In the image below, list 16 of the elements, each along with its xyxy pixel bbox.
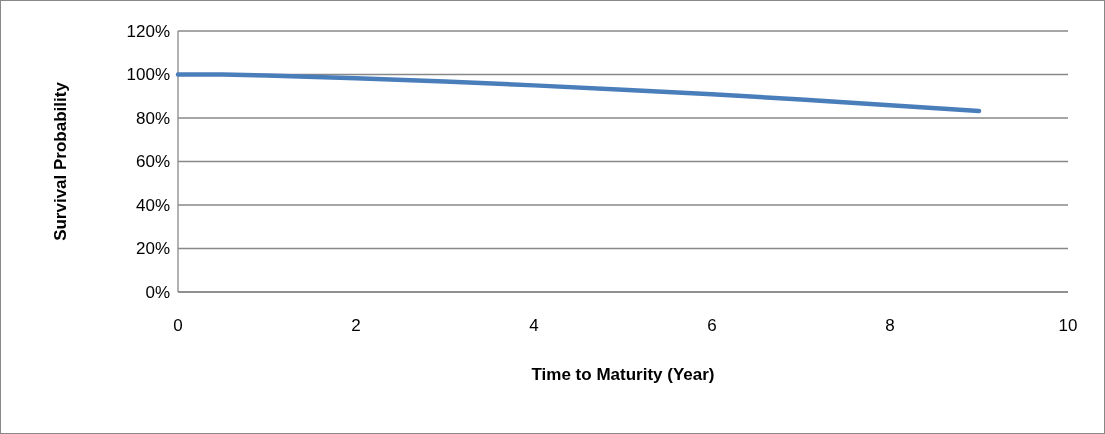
x-axis-title: Time to Maturity (Year) (531, 365, 715, 384)
x-tick-label: 10 (1058, 315, 1078, 335)
y-tick-label: 20% (135, 239, 170, 259)
x-tick-label: 2 (351, 315, 361, 335)
y-axis-title: Survival Probability (51, 81, 70, 241)
x-tick-label: 0 (173, 315, 183, 335)
y-tick-label: 100% (126, 65, 170, 85)
x-tick-label: 8 (885, 315, 895, 335)
y-tick-label: 120% (126, 21, 170, 41)
y-tick-label: 0% (145, 282, 170, 302)
y-tick-label: 80% (135, 108, 170, 128)
x-tick-label: 6 (707, 315, 717, 335)
line-series (175, 72, 982, 114)
y-tick-label: 60% (135, 152, 170, 172)
y-tick-label: 40% (135, 195, 170, 215)
x-tick-label: 4 (529, 315, 539, 335)
